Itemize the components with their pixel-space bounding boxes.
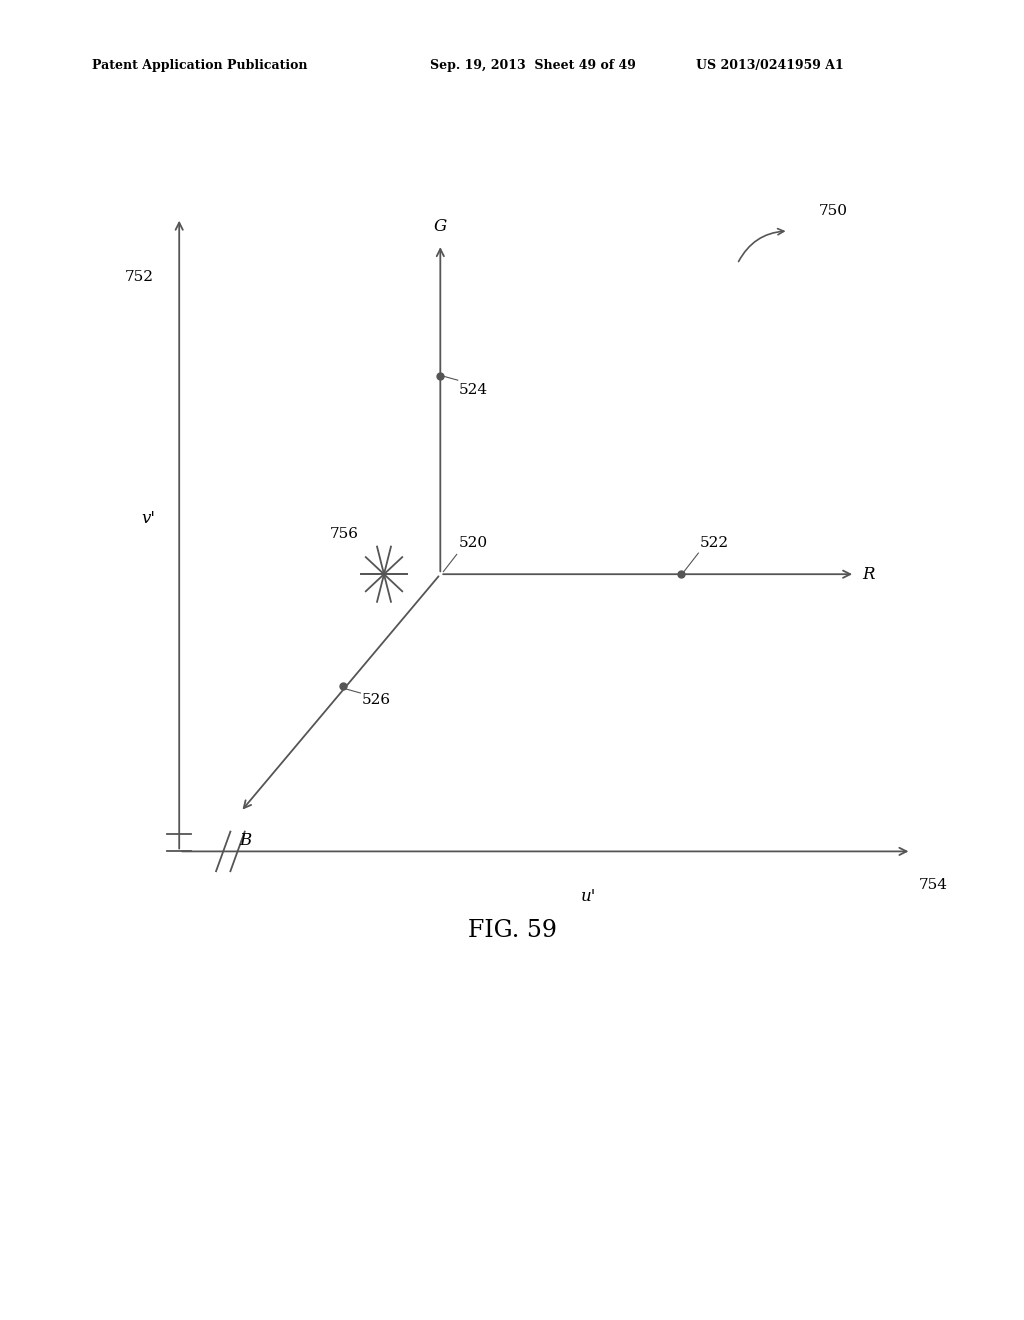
Text: 524: 524 xyxy=(459,383,487,397)
Text: 520: 520 xyxy=(459,536,487,550)
Text: Sep. 19, 2013  Sheet 49 of 49: Sep. 19, 2013 Sheet 49 of 49 xyxy=(430,59,636,73)
Text: 522: 522 xyxy=(699,536,728,550)
Text: 752: 752 xyxy=(125,271,154,284)
Text: FIG. 59: FIG. 59 xyxy=(468,919,556,942)
Text: B: B xyxy=(240,832,252,849)
Text: 526: 526 xyxy=(361,693,390,708)
Text: 756: 756 xyxy=(330,527,358,541)
Text: G: G xyxy=(434,218,446,235)
Text: v': v' xyxy=(141,510,156,527)
Text: u': u' xyxy=(581,888,597,906)
Text: 754: 754 xyxy=(919,878,947,892)
Text: R: R xyxy=(862,566,874,582)
Text: 750: 750 xyxy=(819,205,848,218)
Text: Patent Application Publication: Patent Application Publication xyxy=(92,59,307,73)
Text: US 2013/0241959 A1: US 2013/0241959 A1 xyxy=(696,59,844,73)
